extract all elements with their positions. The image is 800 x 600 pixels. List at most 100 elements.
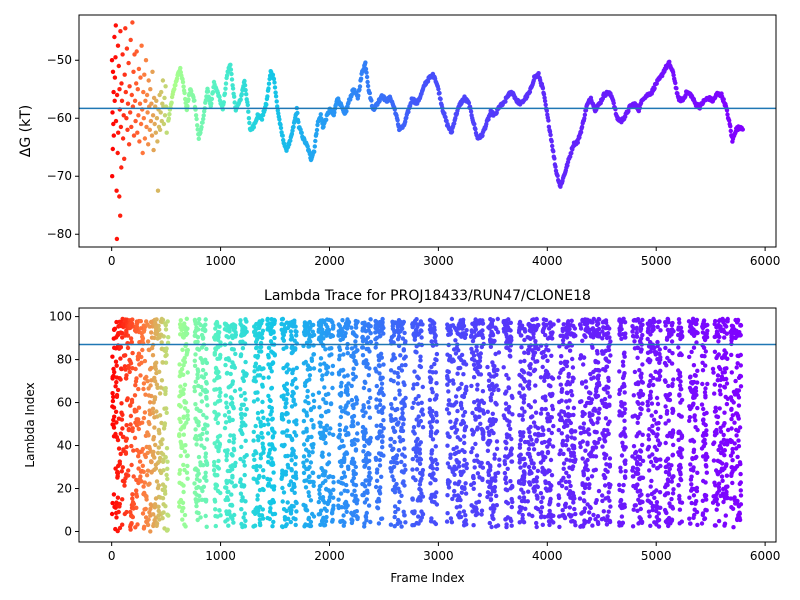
lambda-point: [304, 458, 309, 463]
lambda-point: [204, 396, 209, 401]
lambda-point: [217, 393, 222, 399]
lambda-point: [454, 505, 459, 510]
lambda-point: [165, 476, 170, 482]
lambda-point: [367, 366, 372, 371]
lambda-point: [292, 490, 297, 495]
lambda-point: [123, 472, 129, 477]
dG-point: [549, 139, 554, 144]
lambda-point: [230, 379, 236, 384]
lambda-point: [223, 362, 228, 368]
lambda-point: [337, 353, 342, 358]
dG-point: [123, 89, 128, 95]
lambda-point: [118, 344, 124, 350]
lambda-point: [472, 507, 478, 513]
lambda-point: [227, 438, 232, 444]
lambda-point: [195, 517, 200, 523]
lambda-point: [490, 333, 496, 338]
lambda-point: [196, 454, 202, 460]
lambda-point: [317, 405, 322, 410]
dG-point: [582, 116, 587, 121]
dG-point: [203, 98, 209, 103]
lambda-point: [547, 500, 553, 505]
dG-point: [273, 94, 279, 99]
dG-point: [164, 130, 169, 135]
lambda-point: [230, 473, 235, 479]
lambda-point: [331, 503, 336, 508]
dG-point: [277, 117, 282, 122]
lambda-point: [593, 367, 598, 373]
lambda-point: [351, 468, 356, 474]
lambda-point: [504, 345, 509, 350]
lambda-point: [229, 346, 235, 352]
lambda-point: [343, 390, 349, 395]
lambda-point: [232, 388, 238, 394]
lambda-point: [606, 509, 611, 514]
lambda-point: [518, 437, 523, 443]
lambda-point: [455, 408, 460, 414]
lambda-point: [427, 410, 432, 415]
dG-point: [536, 71, 541, 76]
lambda-point: [507, 353, 512, 358]
lambda-point: [415, 436, 420, 442]
lambda-point: [353, 325, 359, 330]
lambda-point: [564, 399, 569, 404]
lambda-point: [185, 370, 190, 375]
lambda-point: [427, 317, 433, 323]
dG-point: [118, 213, 123, 218]
lambda-point: [549, 332, 554, 337]
lambda-point: [573, 333, 578, 338]
lambda-point: [380, 319, 385, 325]
lambda-point: [543, 479, 548, 484]
lambda-point: [540, 364, 545, 370]
lambda-point: [490, 411, 495, 416]
lambda-point: [521, 481, 526, 487]
lambda-point: [157, 391, 163, 396]
lambda-point: [160, 360, 165, 365]
lambda-point: [288, 337, 294, 342]
lambda-point: [526, 382, 532, 387]
lambda-point: [452, 467, 457, 472]
lambda-point: [330, 363, 336, 369]
lambda-point: [444, 407, 450, 412]
lambda-point: [193, 433, 199, 439]
y-tick-label: −80: [47, 227, 72, 241]
dG-point: [544, 108, 549, 113]
lambda-point: [418, 418, 423, 424]
lambda-point: [290, 437, 295, 443]
lambda-point: [279, 476, 284, 481]
dG-point: [473, 126, 478, 132]
lambda-point: [329, 318, 334, 323]
lambda-point: [260, 516, 266, 521]
lambda-point: [225, 517, 230, 522]
lambda-point: [192, 358, 197, 363]
dG-point: [111, 133, 117, 138]
lambda-point: [255, 493, 260, 498]
lambda-point: [580, 456, 585, 461]
dG-point: [146, 78, 151, 83]
lambda-point: [238, 491, 244, 496]
lambda-point: [360, 334, 365, 340]
lambda-point: [505, 433, 511, 438]
lambda-point: [112, 369, 117, 375]
lambda-point: [491, 363, 496, 368]
dG-point: [114, 236, 120, 242]
lambda-point: [324, 514, 329, 520]
lambda-point: [417, 482, 423, 487]
lambda-point: [153, 496, 159, 501]
lambda-point: [541, 317, 547, 322]
lambda-point: [534, 484, 539, 489]
lambda-point: [528, 424, 533, 430]
lambda-point: [605, 421, 611, 427]
lambda-point: [472, 400, 477, 405]
lambda-point: [360, 345, 365, 350]
lambda-point: [118, 377, 123, 382]
lambda-point: [448, 452, 453, 457]
lambda-point: [225, 370, 230, 376]
lambda-point: [147, 400, 153, 405]
dG-point: [134, 49, 139, 54]
dG-point: [112, 34, 117, 40]
lambda-point: [122, 483, 127, 488]
lambda-point: [486, 429, 492, 435]
lambda-point: [495, 316, 500, 322]
lambda-point: [540, 469, 545, 474]
